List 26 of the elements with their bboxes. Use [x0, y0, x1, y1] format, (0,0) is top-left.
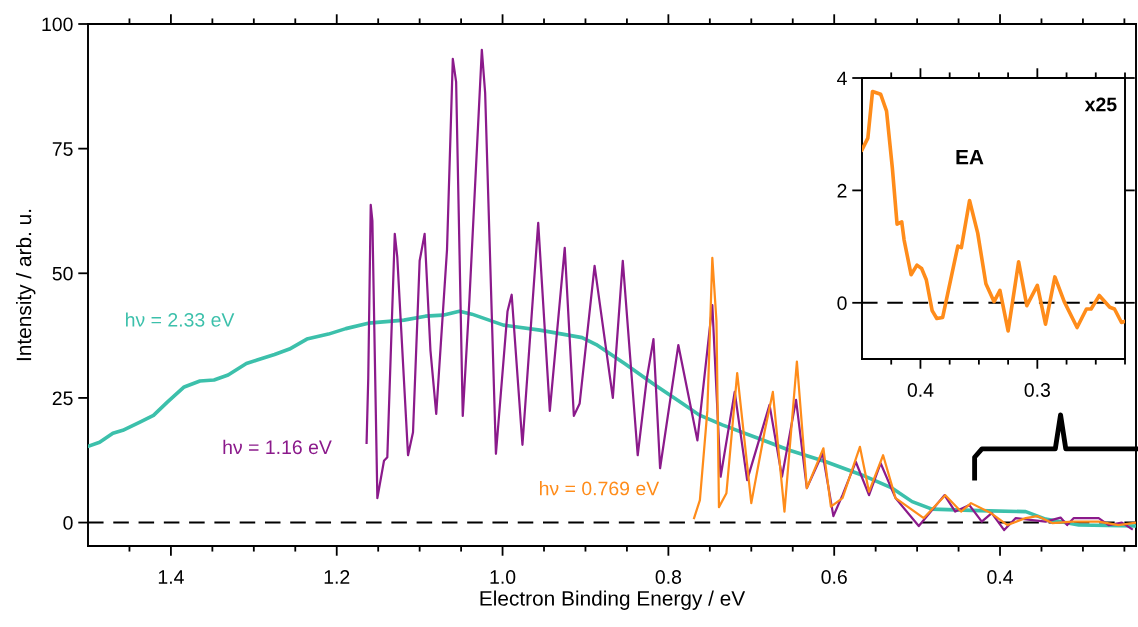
x-tick-label: 0.4 — [907, 383, 934, 397]
y-tick-label: 0 — [63, 516, 73, 530]
annotation: EA — [956, 149, 984, 165]
x-tick-label: 0.8 — [655, 570, 682, 584]
series-label: hν = 1.16 eV — [223, 439, 332, 455]
x-axis-title: Electron Binding Energy / eV — [480, 590, 746, 610]
y-tick-label: 2 — [837, 183, 847, 198]
series-label: hν = 2.33 eV — [126, 312, 235, 327]
x-tick-label: 1.0 — [490, 570, 516, 584]
x-tick-label: 0.6 — [821, 570, 847, 584]
line-series — [862, 89, 1125, 333]
text: hν = 0.769 eV — [539, 481, 660, 496]
y-tick-label: 4 — [837, 71, 847, 86]
y-axis-title: Intensity / arb. u. — [16, 209, 36, 361]
x-tick-label: 0.3 — [1024, 383, 1050, 397]
annotation: x25 — [1084, 97, 1117, 112]
y-tick-label: 75 — [52, 142, 73, 156]
y-tick-label: 0 — [837, 296, 847, 311]
x-tick-label: 1.4 — [158, 570, 184, 584]
x-tick-label: 0.4 — [987, 570, 1013, 584]
line-series — [692, 256, 1136, 527]
x-tick-label: 1.2 — [324, 570, 350, 584]
y-tick-label: 25 — [52, 391, 73, 406]
y-tick-label: 50 — [52, 266, 73, 281]
y-tick-label: 100 — [42, 17, 73, 32]
line-series — [365, 48, 1133, 532]
